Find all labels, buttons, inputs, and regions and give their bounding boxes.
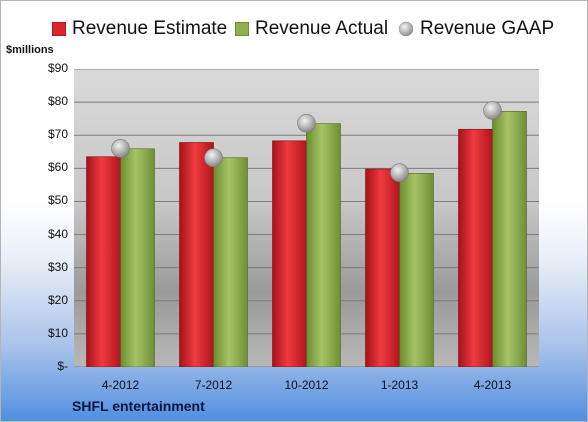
bar-revenue-estimate (365, 168, 400, 367)
marker-revenue-gaap (204, 148, 223, 168)
company-name: SHFL entertainment (72, 398, 205, 414)
x-tick-label: 4-2012 (101, 378, 140, 392)
y-tick-label: $20 (47, 292, 68, 307)
x-tick-label: 7-2012 (194, 378, 233, 392)
legend-swatch-gaap (398, 21, 414, 37)
y-tick-label: $40 (47, 226, 68, 241)
bar-revenue-estimate (179, 142, 214, 367)
legend-label-actual: Revenue Actual (255, 18, 389, 39)
marker-revenue-gaap (390, 163, 409, 182)
x-tick-label: 10-2012 (284, 378, 329, 392)
y-tick-label: $- (57, 359, 68, 373)
marker-revenue-gaap (297, 114, 316, 133)
y-tick-label: $10 (47, 325, 68, 340)
bar-revenue-estimate (458, 128, 493, 367)
y-tick-label: $90 (47, 61, 68, 75)
legend-swatch-estimate (52, 22, 66, 36)
y-tick-label: $50 (47, 193, 68, 208)
legend-item-actual: Revenue Actual (235, 18, 388, 40)
x-tick-label: 4-2013 (473, 378, 512, 392)
y-tick-label: $70 (47, 127, 68, 142)
bar-revenue-estimate (86, 156, 121, 367)
legend: Revenue Estimate Revenue Actual Revenue … (0, 14, 588, 42)
bar-revenue-actual (399, 173, 434, 367)
bar-revenue-actual (213, 157, 248, 367)
legend-label-estimate: Revenue Estimate (72, 18, 228, 39)
bar-revenue-actual (306, 123, 341, 367)
marker-revenue-gaap (483, 101, 502, 120)
legend-label-gaap: Revenue GAAP (420, 18, 555, 39)
marker-revenue-gaap (111, 139, 130, 158)
legend-item-estimate: Revenue Estimate (52, 18, 227, 40)
bar-revenue-actual (120, 148, 155, 367)
legend-item-gaap: Revenue GAAP (398, 18, 554, 40)
bar-revenue-actual (492, 111, 527, 367)
legend-swatch-actual (235, 22, 249, 36)
bar-revenue-estimate (272, 140, 307, 367)
y-tick-label: $30 (47, 259, 68, 274)
y-tick-label: $80 (47, 94, 68, 109)
y-axis-unit-label: $millions (6, 44, 54, 56)
x-tick-label: 1-2013 (380, 378, 419, 392)
plot-area (74, 69, 539, 367)
y-tick-label: $60 (47, 160, 68, 175)
